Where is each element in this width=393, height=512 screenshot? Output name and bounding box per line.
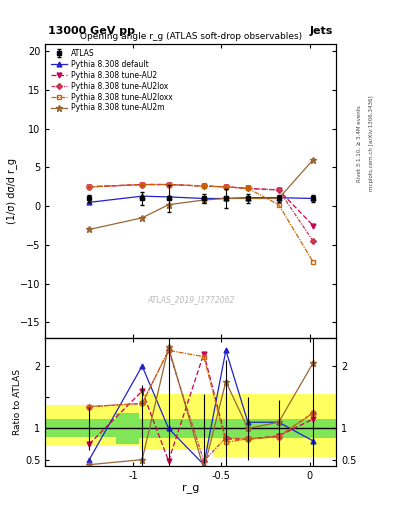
Pythia 8.308 tune-AU2 xyxy=(87,184,92,190)
Text: Jets: Jets xyxy=(310,26,333,36)
Pythia 8.308 tune-AU2loxx xyxy=(166,181,171,187)
Pythia 8.308 tune-AU2m xyxy=(311,157,316,163)
Pythia 8.308 tune-AU2 xyxy=(202,183,206,189)
Line: Pythia 8.308 tune-AU2: Pythia 8.308 tune-AU2 xyxy=(87,182,316,228)
Y-axis label: (1/σ) dσ/d r_g: (1/σ) dσ/d r_g xyxy=(6,158,17,224)
Pythia 8.308 default xyxy=(87,199,92,205)
Pythia 8.308 tune-AU2 xyxy=(140,181,145,187)
Pythia 8.308 default xyxy=(140,193,145,199)
Pythia 8.308 tune-AU2 xyxy=(246,185,250,191)
Pythia 8.308 default xyxy=(202,196,206,202)
Pythia 8.308 tune-AU2m xyxy=(224,196,228,202)
Pythia 8.308 tune-AU2loxx xyxy=(311,259,316,265)
Pythia 8.308 tune-AU2m xyxy=(246,196,250,202)
Pythia 8.308 tune-AU2m xyxy=(166,202,171,208)
Pythia 8.308 default xyxy=(224,196,228,202)
Pythia 8.308 default xyxy=(246,195,250,201)
Text: Rivet 3.1.10, ≥ 3.4M events: Rivet 3.1.10, ≥ 3.4M events xyxy=(357,105,362,182)
Pythia 8.308 tune-AU2m xyxy=(202,197,206,203)
Pythia 8.308 tune-AU2loxx xyxy=(140,181,145,187)
Pythia 8.308 tune-AU2lox xyxy=(202,183,206,189)
Pythia 8.308 tune-AU2 xyxy=(166,181,171,187)
Pythia 8.308 default xyxy=(311,196,316,202)
Pythia 8.308 tune-AU2lox xyxy=(246,185,250,191)
Pythia 8.308 tune-AU2lox xyxy=(140,181,145,187)
Pythia 8.308 tune-AU2m xyxy=(140,215,145,221)
Pythia 8.308 tune-AU2lox xyxy=(166,181,171,187)
Pythia 8.308 tune-AU2 xyxy=(276,187,281,193)
Pythia 8.308 tune-AU2loxx xyxy=(87,184,92,190)
Pythia 8.308 tune-AU2m xyxy=(276,196,281,202)
Pythia 8.308 tune-AU2loxx xyxy=(276,202,281,208)
X-axis label: r_g: r_g xyxy=(182,483,199,494)
Pythia 8.308 tune-AU2lox xyxy=(87,184,92,190)
Line: Pythia 8.308 tune-AU2lox: Pythia 8.308 tune-AU2lox xyxy=(87,182,315,243)
Line: Pythia 8.308 default: Pythia 8.308 default xyxy=(87,194,316,205)
Pythia 8.308 tune-AU2lox xyxy=(224,184,228,190)
Pythia 8.308 default xyxy=(166,194,171,200)
Text: 13000 GeV pp: 13000 GeV pp xyxy=(48,26,135,36)
Pythia 8.308 tune-AU2 xyxy=(311,223,316,229)
Pythia 8.308 tune-AU2loxx xyxy=(224,184,228,190)
Pythia 8.308 tune-AU2lox xyxy=(276,187,281,193)
Y-axis label: Ratio to ATLAS: Ratio to ATLAS xyxy=(13,369,22,435)
Line: Pythia 8.308 tune-AU2m: Pythia 8.308 tune-AU2m xyxy=(86,156,317,233)
Line: Pythia 8.308 tune-AU2loxx: Pythia 8.308 tune-AU2loxx xyxy=(87,182,316,264)
Pythia 8.308 tune-AU2m xyxy=(87,226,92,232)
Text: ATLAS_2019_I1772062: ATLAS_2019_I1772062 xyxy=(147,295,234,304)
Text: mcplots.cern.ch [arXiv:1306.3436]: mcplots.cern.ch [arXiv:1306.3436] xyxy=(369,96,374,191)
Pythia 8.308 default xyxy=(276,195,281,201)
Legend: ATLAS, Pythia 8.308 default, Pythia 8.308 tune-AU2, Pythia 8.308 tune-AU2lox, Py: ATLAS, Pythia 8.308 default, Pythia 8.30… xyxy=(49,47,174,114)
Pythia 8.308 tune-AU2lox xyxy=(311,238,316,244)
Pythia 8.308 tune-AU2loxx xyxy=(246,185,250,191)
Title: Opening angle r_g (ATLAS soft-drop observables): Opening angle r_g (ATLAS soft-drop obser… xyxy=(79,32,302,41)
Pythia 8.308 tune-AU2loxx xyxy=(202,183,206,189)
Pythia 8.308 tune-AU2 xyxy=(224,184,228,190)
